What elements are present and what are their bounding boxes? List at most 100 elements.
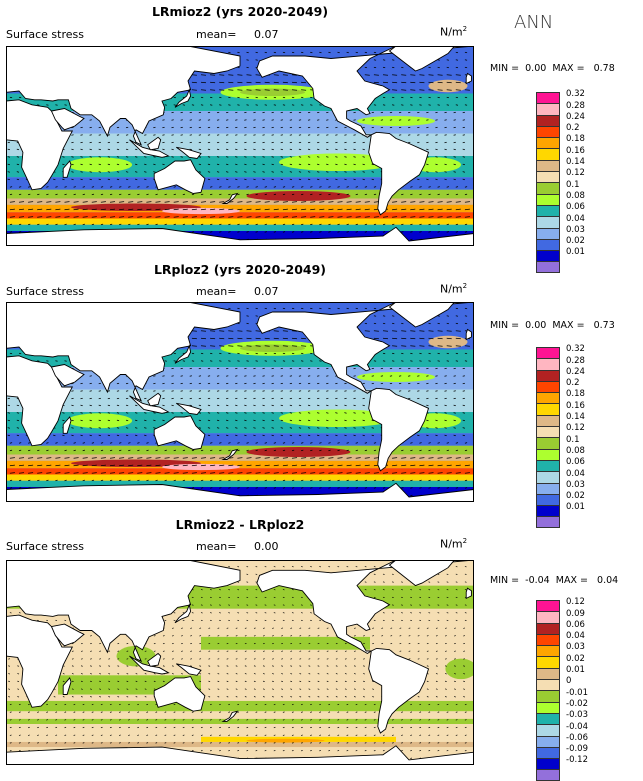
colorbar-entry: -0.12 <box>536 756 643 770</box>
colorbar-label: 0.28 <box>566 100 585 111</box>
colorbar-entry: 0.03 <box>536 643 643 657</box>
colorbar-label: 0.12 <box>566 168 585 179</box>
colorbar-entry: -0.01 <box>536 688 643 702</box>
land-antarctica <box>6 482 474 502</box>
field-contour <box>357 116 435 126</box>
colorbar-swatch <box>536 459 560 472</box>
colorbar-swatch <box>536 204 560 217</box>
map-frame <box>6 560 474 765</box>
colorbar-swatch <box>536 437 560 449</box>
colorbar-label: 0.04 <box>566 468 585 479</box>
colorbar-label: 0.32 <box>566 344 585 355</box>
field-band <box>6 204 474 213</box>
panel-1-variable: Surface stress <box>6 28 84 41</box>
land-africa <box>6 99 74 191</box>
land-arabia <box>50 623 85 647</box>
land-borneo <box>147 136 162 151</box>
colorbar-entry: 0.1 <box>536 180 643 194</box>
land-australia <box>153 676 206 712</box>
colorbar-swatch <box>536 159 560 172</box>
colorbar-label: 0.16 <box>566 145 585 156</box>
colorbar-swatch <box>536 690 560 702</box>
field-band <box>6 700 474 712</box>
field-band <box>6 718 474 724</box>
land-japan <box>174 603 192 624</box>
colorbar-label: 0.02 <box>566 491 585 502</box>
panel-3-minmax: MIN = -0.04 MAX = 0.04 <box>490 575 619 586</box>
colorbar-swatch <box>536 724 560 736</box>
panel-3-variable: Surface stress <box>6 540 84 553</box>
colorbar-label: 0.01 <box>566 502 585 513</box>
land-africa <box>6 355 74 447</box>
land-greenland <box>388 560 456 587</box>
colorbar-swatch <box>536 645 560 657</box>
colorbar-label: 0.18 <box>566 389 585 400</box>
field-contour <box>246 191 351 201</box>
panel-3-title: LRmioz2 - LRploz2 <box>175 517 305 532</box>
land-uk <box>465 328 472 341</box>
colorbar-entry: 0.03 <box>536 224 643 239</box>
colorbar-label: -0.04 <box>566 721 588 732</box>
panel-3-colorbar: 0.12 0.09 0.06 0.04 0.03 0.02 0.01 0 -0.01 -0.02-… <box>536 597 643 781</box>
field-contour <box>279 409 396 427</box>
colorbar-label: 0.04 <box>566 213 585 224</box>
colorbar-entry <box>536 261 643 273</box>
land-masses <box>6 560 474 765</box>
colorbar-entry: 0.32 <box>536 344 643 359</box>
colorbar-label: 0.08 <box>566 190 585 201</box>
colorbar-label: 0.24 <box>566 366 585 377</box>
colorbar-label: 0.09 <box>566 608 585 619</box>
colorbar-entry: 0.08 <box>536 447 643 460</box>
land-masses <box>6 302 474 502</box>
colorbar-entry: 0.18 <box>536 389 643 404</box>
field-band <box>6 224 474 231</box>
colorbar-entry: 0.04 <box>536 213 643 228</box>
colorbar-swatch <box>536 216 560 228</box>
field-band <box>6 218 474 225</box>
colorbar-label: 0.12 <box>566 597 585 608</box>
field-band <box>6 474 474 481</box>
colorbar-swatch <box>536 516 560 528</box>
colorbar-swatch <box>536 103 560 115</box>
colorbar-entry: 0.18 <box>536 135 643 149</box>
colorbar-swatch <box>536 227 560 239</box>
land-nz <box>221 710 239 722</box>
land-indonesia <box>129 655 170 675</box>
colorbar-entry: 0.06 <box>536 458 643 472</box>
colorbar-entry: 0.08 <box>536 190 643 205</box>
land-japan <box>174 344 192 364</box>
colorbar-swatch <box>536 622 560 634</box>
panel-2-title: LRploz2 (yrs 2020-2049) <box>153 262 327 277</box>
panel-2-variable: Surface stress <box>6 285 84 298</box>
land-australia <box>153 415 206 450</box>
colorbar-entry <box>536 516 643 528</box>
colorbar-label: 0.03 <box>566 224 585 235</box>
colorbar-entry: 0.04 <box>536 632 643 646</box>
colorbar-label: 0.16 <box>566 400 585 411</box>
colorbar-label: 0.14 <box>566 412 585 423</box>
colorbar-swatch <box>536 369 560 381</box>
field-contour <box>162 207 240 215</box>
panel-2-map <box>6 302 474 502</box>
colorbar-swatch <box>536 125 560 138</box>
colorbar-entry: 0.01 <box>536 666 643 680</box>
colorbar-label: 0.06 <box>566 202 585 213</box>
land-masses <box>6 46 474 246</box>
colorbar-swatch <box>536 769 560 781</box>
colorbar-entry: 0.12 <box>536 168 643 183</box>
field-band <box>6 480 474 487</box>
field-contour <box>428 335 468 349</box>
colorbar-entry: 0.24 <box>536 366 643 381</box>
land-africa <box>6 614 74 708</box>
land-borneo <box>147 392 162 407</box>
panel-2-colorbar: 0.32 0.28 0.24 0.2 0.18 0.16 0.14 0.12 0.1 0.08 0.… <box>536 344 643 528</box>
panel-1-units: N/m2 <box>440 25 468 39</box>
panel-2-mean-value: 0.07 <box>254 285 279 298</box>
colorbar-label: 0.1 <box>566 434 580 445</box>
colorbar-swatch <box>536 746 560 759</box>
colorbar-label: 0.2 <box>566 378 580 389</box>
colorbar-entry: 0.28 <box>536 356 643 370</box>
colorbar-entry: -0.09 <box>536 745 643 759</box>
land-eurasia <box>6 302 241 402</box>
land-madagascar <box>62 677 72 695</box>
